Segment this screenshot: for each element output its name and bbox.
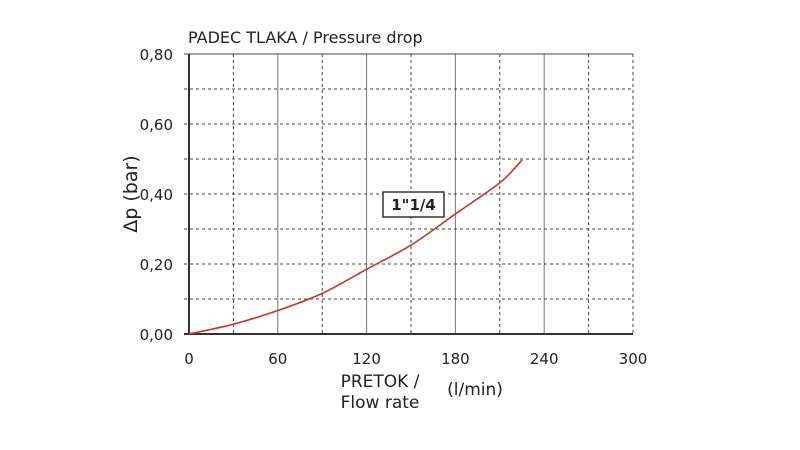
chart-title: PADEC TLAKA / Pressure drop [188, 28, 423, 47]
x-axis-unit: (l/min) [447, 380, 503, 400]
y-axis-label: Δp (bar) [120, 155, 142, 232]
x-axis-label-line2: Flow rate [341, 393, 420, 413]
x-tick-label: 240 [530, 350, 559, 368]
x-tick-label: 300 [619, 350, 648, 368]
x-tick-label: 0 [184, 350, 194, 368]
grid [184, 53, 634, 335]
x-tick-label: 120 [352, 350, 381, 368]
y-tick-label: 0,00 [140, 326, 173, 344]
series: 1"1/4 [188, 159, 523, 335]
series-label: 1"1/4 [391, 196, 436, 214]
y-tick-label: 0,40 [140, 186, 173, 204]
y-tick-label: 0,20 [140, 256, 173, 274]
series-label-box [382, 191, 445, 218]
y-tick-label: 0,80 [140, 46, 173, 64]
x-tick-label: 180 [441, 350, 470, 368]
x-tick-label: 60 [268, 350, 287, 368]
x-axis-label-line1: PRETOK / [341, 372, 420, 392]
y-tick-label: 0,60 [140, 116, 173, 134]
ticks: 0 60 120 180 240 300 0,00 0,20 0,40 0,60 0,80 [140, 46, 648, 368]
series-line [188, 159, 523, 335]
